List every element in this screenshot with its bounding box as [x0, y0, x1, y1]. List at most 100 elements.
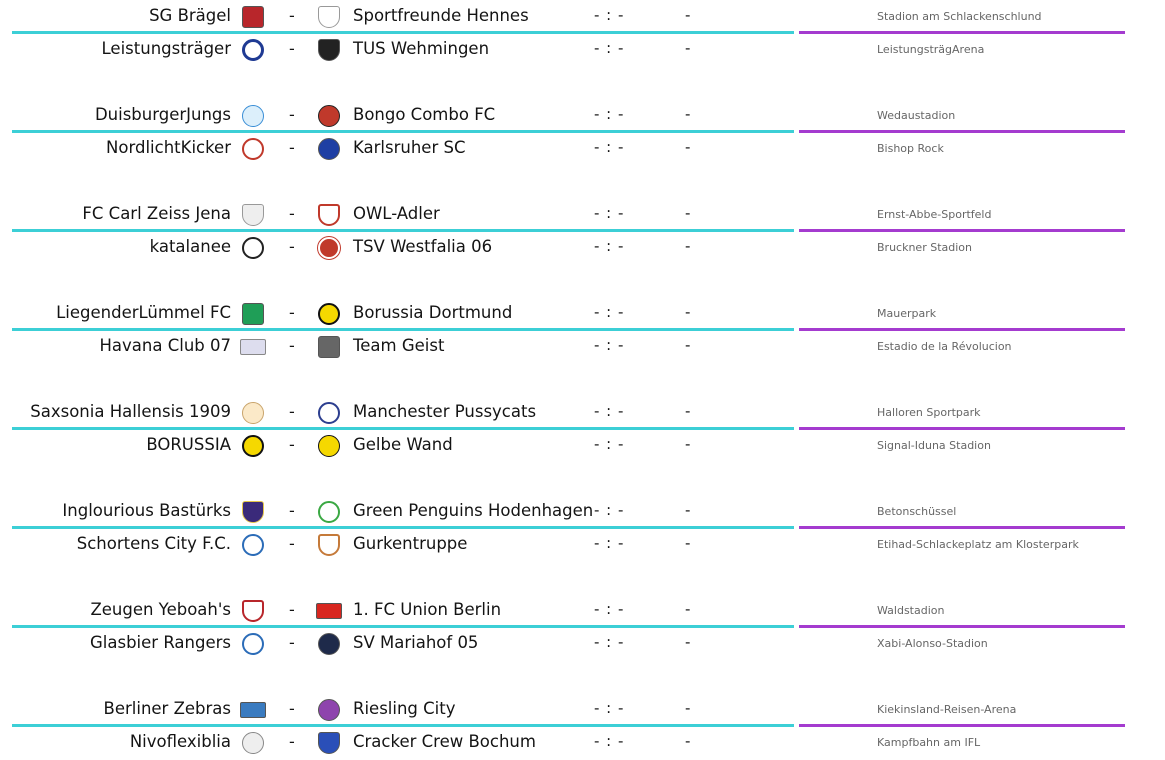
venue: Etihad-Schlackeplatz am Klosterpark: [877, 538, 1079, 551]
home-team[interactable]: Saxsonia Hallensis 1909: [30, 402, 231, 421]
result: -: [685, 39, 691, 57]
away-team[interactable]: TUS Wehmingen: [353, 39, 490, 58]
fixture-pair: Berliner Zebras - Riesling City - : - - …: [0, 693, 1165, 759]
score: - : -: [594, 699, 625, 717]
owl-adler-crest-icon: [316, 203, 342, 227]
home-team[interactable]: Schortens City F.C.: [76, 534, 231, 553]
match-row[interactable]: FC Carl Zeiss Jena - OWL-Adler - : - - E…: [0, 198, 1165, 231]
away-team[interactable]: Cracker Crew Bochum: [353, 732, 536, 751]
row-separator: [12, 328, 794, 331]
row-separator: [12, 229, 794, 232]
home-team[interactable]: BORUSSIA: [146, 435, 231, 454]
away-team[interactable]: 1. FC Union Berlin: [353, 600, 502, 619]
home-team[interactable]: Havana Club 07: [99, 336, 231, 355]
versus-dash: -: [289, 402, 295, 421]
result: -: [685, 303, 691, 321]
away-team[interactable]: Manchester Pussycats: [353, 402, 537, 421]
score: - : -: [594, 237, 625, 255]
venue: Xabi-Alonso-Stadion: [877, 637, 988, 650]
home-team[interactable]: Berliner Zebras: [103, 699, 231, 718]
home-team[interactable]: SG Brägel: [149, 6, 231, 25]
union-berlin-crest-icon: [316, 599, 342, 623]
sg-braegel-crest-icon: [240, 5, 266, 29]
fixture-pair: Zeugen Yeboah's - 1. FC Union Berlin - :…: [0, 594, 1165, 660]
riesling-city-crest-icon: [316, 698, 342, 722]
venue: LeistungsträgArena: [877, 43, 985, 56]
match-row[interactable]: katalanee - TSV Westfalia 06 - : - - Bru…: [0, 231, 1165, 264]
match-row[interactable]: LiegenderLümmel FC - Borussia Dortmund -…: [0, 297, 1165, 330]
row-separator: [12, 625, 794, 628]
team-geist-crest-icon: [316, 335, 342, 359]
versus-dash: -: [289, 6, 295, 25]
match-row[interactable]: Leistungsträger - TUS Wehmingen - : - - …: [0, 33, 1165, 66]
berliner-zebras-crest-icon: [240, 698, 266, 722]
match-row[interactable]: Glasbier Rangers - SV Mariahof 05 - : - …: [0, 627, 1165, 660]
match-row[interactable]: SG Brägel - Sportfreunde Hennes - : - - …: [0, 0, 1165, 33]
away-team[interactable]: Green Penguins Hodenhagen: [353, 501, 594, 520]
score: - : -: [594, 336, 625, 354]
match-row[interactable]: Inglourious Bastürks - Green Penguins Ho…: [0, 495, 1165, 528]
match-row[interactable]: Havana Club 07 - Team Geist - : - - Esta…: [0, 330, 1165, 363]
match-row[interactable]: BORUSSIA - Gelbe Wand - : - - Signal-Idu…: [0, 429, 1165, 462]
row-separator: [12, 31, 794, 34]
green-penguins-crest-icon: [316, 500, 342, 524]
away-team[interactable]: Gurkentruppe: [353, 534, 468, 553]
score: - : -: [594, 105, 625, 123]
away-team[interactable]: Riesling City: [353, 699, 456, 718]
result: -: [685, 732, 691, 750]
away-team[interactable]: Borussia Dortmund: [353, 303, 513, 322]
glasbier-rangers-crest-icon: [240, 632, 266, 656]
fixture-pair: DuisburgerJungs - Bongo Combo FC - : - -…: [0, 99, 1165, 165]
borussia-bvb-crest-icon: [240, 434, 266, 458]
venue: Mauerpark: [877, 307, 937, 320]
venue: Wedaustadion: [877, 109, 956, 122]
venue-separator: [799, 427, 1125, 430]
away-team[interactable]: Team Geist: [353, 336, 445, 355]
home-team[interactable]: Inglourious Bastürks: [62, 501, 231, 520]
nivoflexiblia-crest-icon: [240, 731, 266, 755]
score: - : -: [594, 138, 625, 156]
versus-dash: -: [289, 435, 295, 454]
away-team[interactable]: OWL-Adler: [353, 204, 440, 223]
match-row[interactable]: Berliner Zebras - Riesling City - : - - …: [0, 693, 1165, 726]
home-team[interactable]: katalanee: [149, 237, 231, 256]
score: - : -: [594, 303, 625, 321]
katalanee-crest-icon: [240, 236, 266, 260]
match-row[interactable]: Saxsonia Hallensis 1909 - Manchester Pus…: [0, 396, 1165, 429]
home-team[interactable]: NordlichtKicker: [106, 138, 231, 157]
home-team[interactable]: Zeugen Yeboah's: [90, 600, 231, 619]
away-team[interactable]: Bongo Combo FC: [353, 105, 496, 124]
home-team[interactable]: Nivoflexiblia: [129, 732, 231, 751]
match-row[interactable]: DuisburgerJungs - Bongo Combo FC - : - -…: [0, 99, 1165, 132]
score: - : -: [594, 6, 625, 24]
versus-dash: -: [289, 699, 295, 718]
away-team[interactable]: TSV Westfalia 06: [353, 237, 493, 256]
match-row[interactable]: Nivoflexiblia - Cracker Crew Bochum - : …: [0, 726, 1165, 759]
venue: Ernst-Abbe-Sportfeld: [877, 208, 992, 221]
away-team[interactable]: Sportfreunde Hennes: [353, 6, 529, 25]
home-team[interactable]: Glasbier Rangers: [90, 633, 231, 652]
versus-dash: -: [289, 600, 295, 619]
liegenderluemmel-crest-icon: [240, 302, 266, 326]
score: - : -: [594, 435, 625, 453]
away-team[interactable]: Gelbe Wand: [353, 435, 453, 454]
home-team[interactable]: LiegenderLümmel FC: [56, 303, 231, 322]
away-team[interactable]: SV Mariahof 05: [353, 633, 479, 652]
ksc-crest-icon: [316, 137, 342, 161]
row-separator: [12, 130, 794, 133]
bvb-crest-icon: [316, 302, 342, 326]
match-row[interactable]: NordlichtKicker - Karlsruher SC - : - - …: [0, 132, 1165, 165]
away-team[interactable]: Karlsruher SC: [353, 138, 466, 157]
match-row[interactable]: Zeugen Yeboah's - 1. FC Union Berlin - :…: [0, 594, 1165, 627]
versus-dash: -: [289, 534, 295, 553]
home-team[interactable]: FC Carl Zeiss Jena: [82, 204, 231, 223]
venue: Halloren Sportpark: [877, 406, 981, 419]
home-team[interactable]: DuisburgerJungs: [94, 105, 231, 124]
venue: Signal-Iduna Stadion: [877, 439, 991, 452]
versus-dash: -: [289, 105, 295, 124]
versus-dash: -: [289, 303, 295, 322]
versus-dash: -: [289, 204, 295, 223]
home-team[interactable]: Leistungsträger: [101, 39, 231, 58]
match-row[interactable]: Schortens City F.C. - Gurkentruppe - : -…: [0, 528, 1165, 561]
venue: Waldstadion: [877, 604, 945, 617]
